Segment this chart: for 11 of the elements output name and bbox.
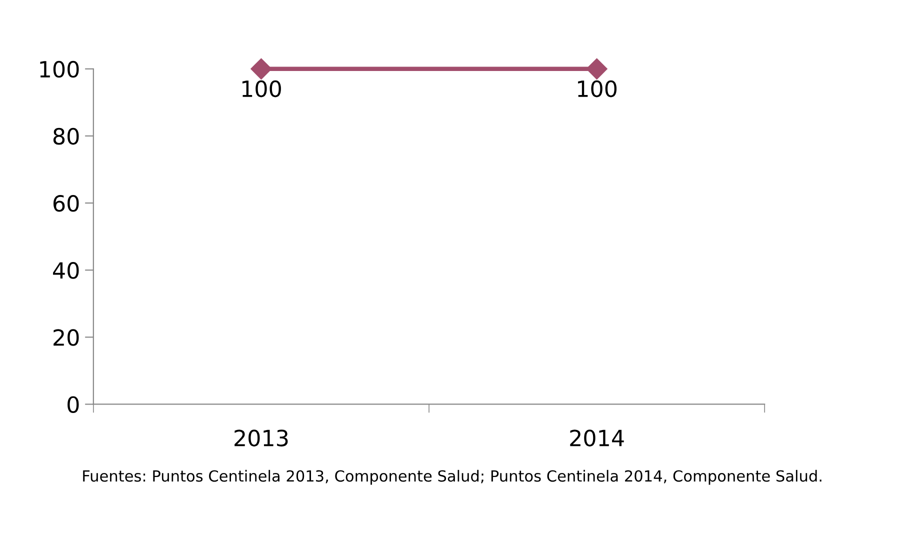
y-tick-label: 40 xyxy=(53,262,79,279)
x-tick-label: 2013 xyxy=(234,430,288,446)
y-tick-label: 0 xyxy=(68,396,79,413)
x-tick-label: 2014 xyxy=(570,430,624,446)
data-label: 100 xyxy=(242,80,281,98)
y-tick-label: 20 xyxy=(54,329,79,346)
y-tick-label: 100 xyxy=(40,60,79,78)
data-label: 100 xyxy=(578,80,617,98)
source-note: Fuentes: Puntos Centinela 2013, Componente Salud; Puntos Centinela 2014, Componente Salud. xyxy=(83,470,822,485)
y-tick-label: 80 xyxy=(53,128,79,145)
y-tick-label: 60 xyxy=(54,194,79,212)
